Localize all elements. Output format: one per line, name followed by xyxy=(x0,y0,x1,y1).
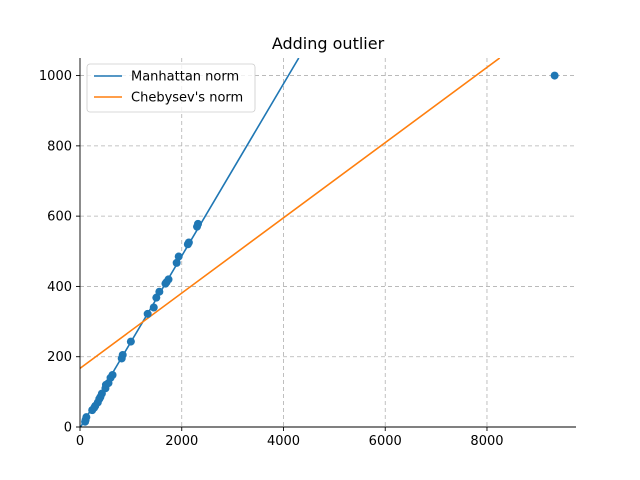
x-tick-label: 6000 xyxy=(369,434,402,449)
data-point xyxy=(172,258,181,267)
legend-label: Manhattan norm xyxy=(131,70,239,85)
x-tick-label: 8000 xyxy=(470,434,503,449)
grid xyxy=(80,58,576,427)
data-point xyxy=(82,413,91,422)
x-tick-label: 2000 xyxy=(165,434,198,449)
data-point xyxy=(149,303,158,312)
data-point xyxy=(143,309,152,318)
data-point xyxy=(164,275,173,284)
axes xyxy=(79,58,576,428)
legend-label: Chebysev's norm xyxy=(131,91,243,106)
data-point xyxy=(184,238,193,247)
data-point xyxy=(126,337,135,346)
data-point xyxy=(118,350,127,359)
ticks: 0 2000 4000 6000 8000 0 200 400 600 800 1000 xyxy=(39,69,504,449)
series-layer xyxy=(80,58,501,427)
x-tick-label: 4000 xyxy=(267,434,300,449)
y-tick-label: 600 xyxy=(47,210,72,225)
y-tick-label: 1000 xyxy=(39,69,72,84)
legend-box xyxy=(86,63,256,113)
data-point xyxy=(174,252,183,261)
data-point xyxy=(152,293,161,302)
points-layer xyxy=(81,71,559,426)
x-tick-label: 0 xyxy=(76,434,84,449)
data-point xyxy=(194,219,203,228)
y-tick-label: 800 xyxy=(47,139,72,154)
chart-title: Adding outlier xyxy=(272,34,385,53)
data-point xyxy=(155,287,164,296)
legend: Manhattan norm Chebysev's norm xyxy=(86,63,256,113)
y-tick-label: 0 xyxy=(64,421,72,436)
y-tick-label: 400 xyxy=(47,280,72,295)
y-tick-label: 200 xyxy=(47,350,72,365)
data-point xyxy=(550,71,559,80)
data-point xyxy=(108,370,117,379)
